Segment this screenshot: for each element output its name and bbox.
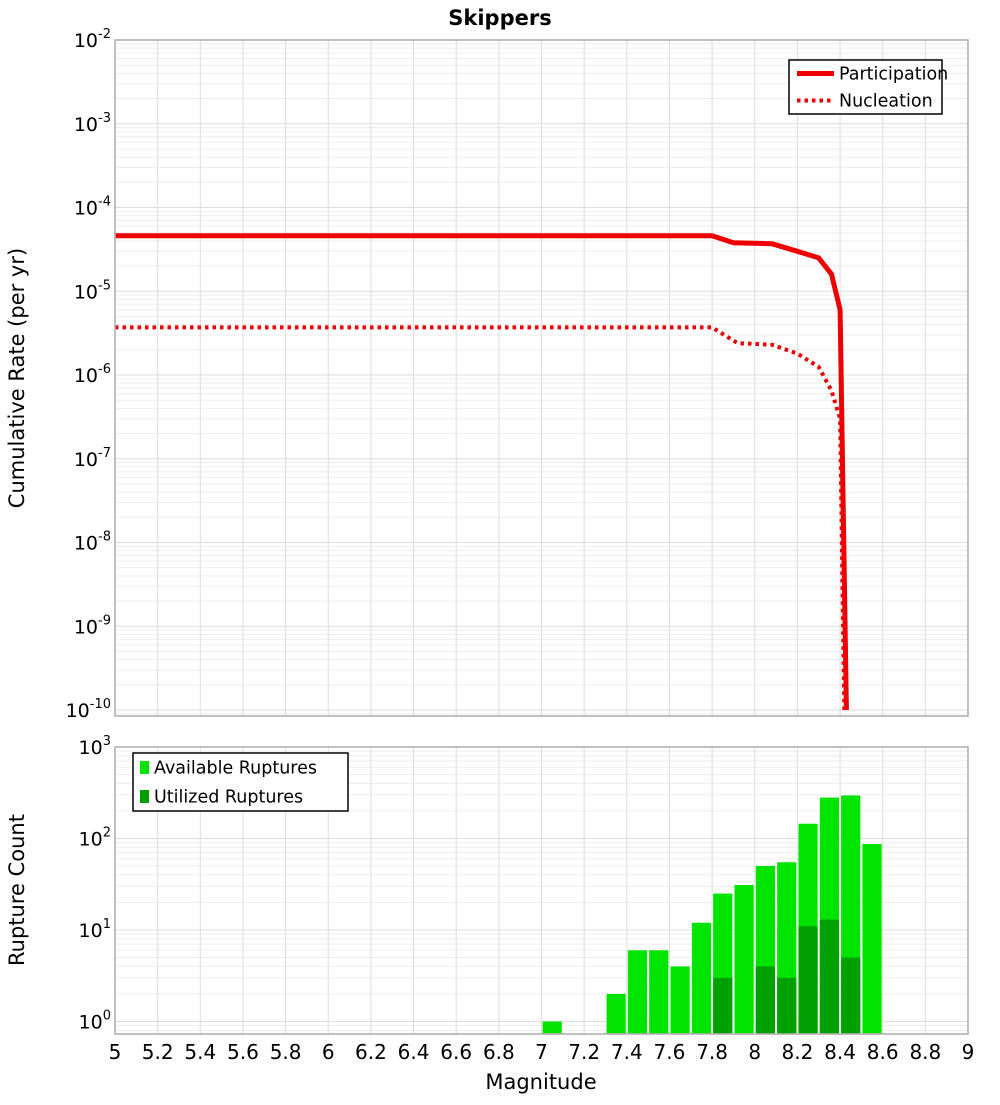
rate-legend: Participation Nucleation (788, 59, 948, 115)
x-tick-label: 5 (109, 1040, 122, 1064)
utilized-bars (713, 919, 861, 1034)
y-tick-label: 102 (79, 826, 111, 851)
x-tick-label: 8.4 (824, 1040, 856, 1064)
bar (798, 926, 818, 1034)
legend-box (132, 752, 349, 812)
legend-box (788, 59, 943, 115)
x-tick-label: 5.4 (184, 1040, 216, 1064)
y-tick-label: 10-2 (74, 27, 111, 52)
participation-line (115, 233, 849, 711)
bar (542, 1021, 562, 1034)
cumulative-rate-chart: 10-2 10-3 10-4 10-5 10-6 10-7 10-8 10-9 10-10 Par… (66, 27, 969, 722)
legend-label: Available Ruptures (154, 759, 317, 779)
bar (606, 993, 626, 1034)
plot-frame (114, 746, 969, 1035)
x-tick-label: 6.4 (398, 1040, 430, 1064)
y-tick-label: 10-4 (74, 195, 111, 220)
bar (777, 977, 797, 1034)
bar (819, 919, 839, 1034)
bar (713, 977, 733, 1034)
legend-label: Nucleation (839, 92, 933, 112)
bar (670, 966, 690, 1034)
y-tick-label: 10-3 (74, 111, 111, 136)
x-tick-label: 5.8 (270, 1040, 302, 1064)
y-tick-label: 10-5 (74, 278, 111, 303)
nucleation-line (115, 325, 847, 711)
x-tick-label: 6 (322, 1040, 335, 1064)
x-axis-title: Magnitude (485, 1070, 596, 1094)
x-tick-label: 8.2 (781, 1040, 813, 1064)
x-tick-label: 7 (535, 1040, 548, 1064)
bar (627, 950, 648, 1034)
y-tick-label: 100 (79, 1009, 111, 1034)
x-tick-label: 7.8 (696, 1040, 728, 1064)
legend-swatch (140, 790, 149, 803)
bar (734, 885, 754, 1034)
bar (841, 957, 861, 1034)
y-tick-label: 10-8 (74, 530, 111, 555)
x-tick-label: 8 (748, 1040, 761, 1064)
x-tick-label: 5.6 (227, 1040, 259, 1064)
legend-label: Participation (839, 65, 948, 85)
bar (649, 950, 669, 1034)
chart-title: Skippers (448, 6, 551, 30)
bottom-y-axis-title: Rupture Count (5, 814, 29, 966)
y-tick-label: 10-6 (74, 362, 111, 387)
bar (691, 922, 712, 1034)
x-tick-label: 6.2 (355, 1040, 387, 1064)
y-tick-label: 10-9 (74, 613, 111, 638)
x-tick-label: 9 (962, 1040, 975, 1064)
top-y-axis-title: Cumulative Rate (per yr) (5, 248, 29, 508)
plot-frame (114, 39, 969, 717)
charts-root: 10-2 10-3 10-4 10-5 10-6 10-7 10-8 10-9 10-10 Par… (66, 27, 975, 1064)
y-tick-label: 103 (79, 734, 111, 759)
bar (755, 966, 776, 1034)
grid (114, 39, 969, 716)
y-tick-label: 10-10 (66, 697, 111, 722)
x-tick-label: 8.6 (867, 1040, 899, 1064)
x-tick-label: 5.2 (142, 1040, 174, 1064)
x-tick-label: 6.8 (483, 1040, 515, 1064)
x-tick-label: 7.4 (611, 1040, 643, 1064)
legend-label: Utilized Ruptures (154, 788, 303, 808)
legend-swatch (140, 761, 149, 774)
y-tick-label: 101 (79, 917, 111, 942)
x-tick-label: 7.6 (654, 1040, 686, 1064)
y-tick-label: 10-7 (74, 446, 111, 471)
rupture-legend: Available Ruptures Utilized Ruptures (132, 752, 349, 812)
x-tick-label: 8.8 (909, 1040, 941, 1064)
bar (862, 844, 882, 1034)
x-tick-label: 7.2 (568, 1040, 600, 1064)
x-tick-label: 6.6 (440, 1040, 472, 1064)
